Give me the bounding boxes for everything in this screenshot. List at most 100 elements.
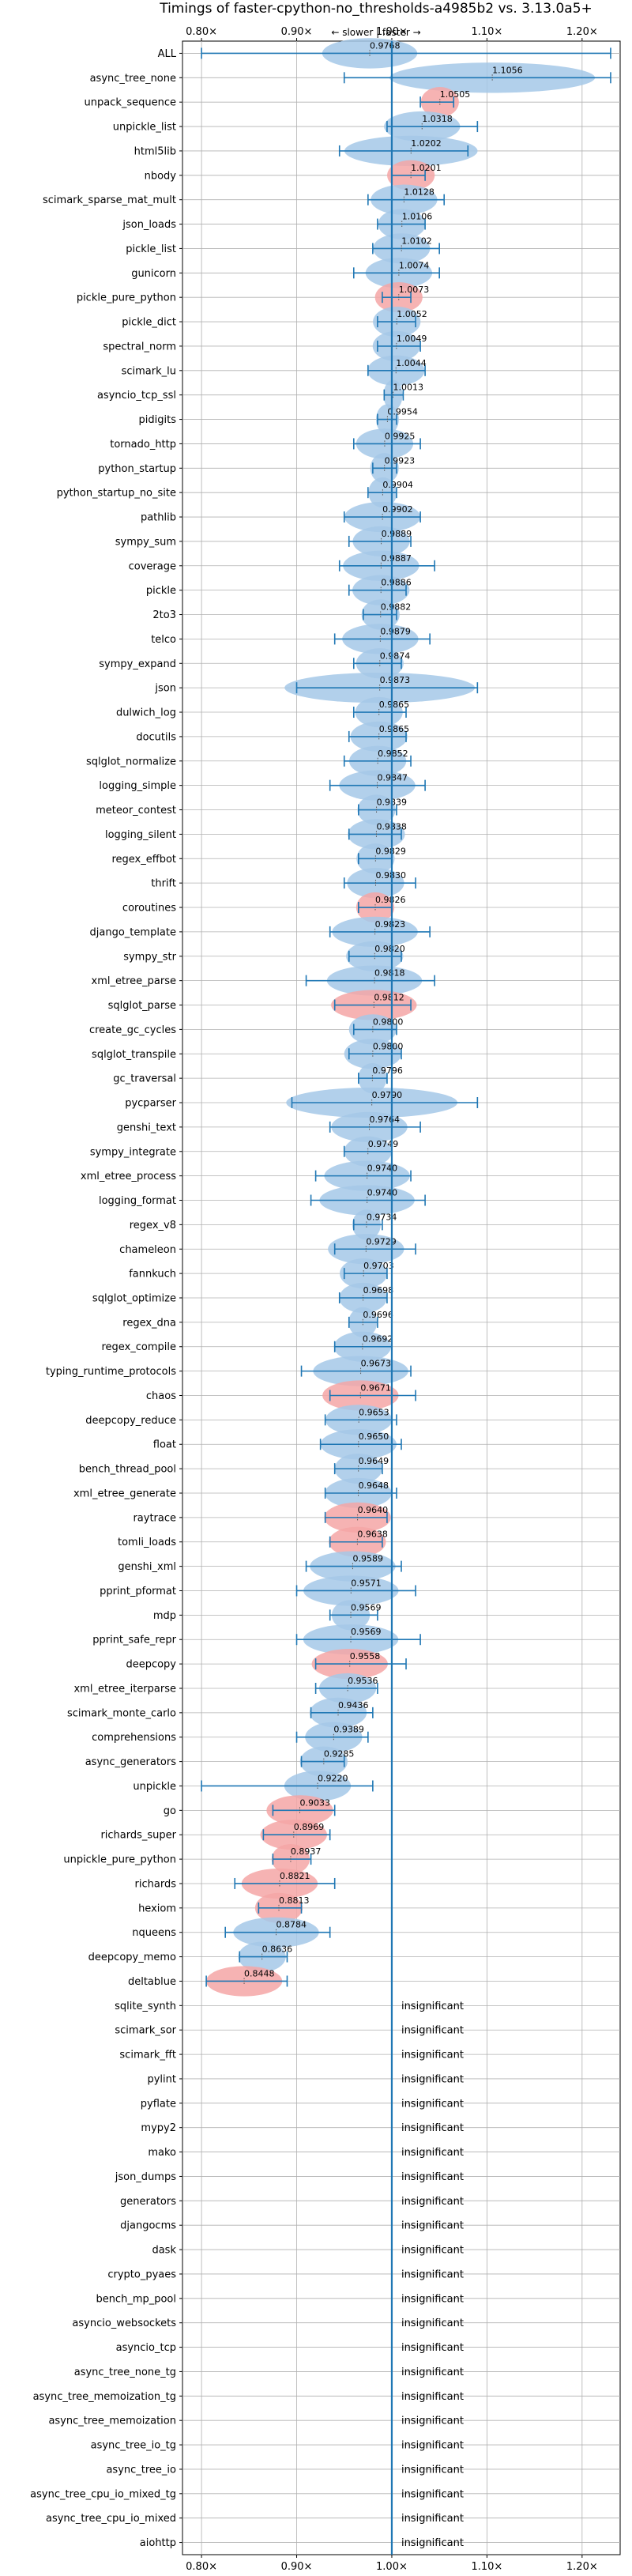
y-tick-label: mako [148,2147,176,2159]
y-tick-label: json_dumps [115,2171,176,2183]
y-tick-label: nbody [145,170,177,182]
y-tick-label: richards_super [100,1830,176,1842]
insignificant-label: insignificant [401,2269,464,2280]
y-tick-label: sqlglot_normalize [86,756,176,768]
data-label: 0.9886 [381,578,411,588]
data-label: 0.9887 [381,553,412,564]
data-label: 0.9389 [333,1725,364,1735]
y-tick-label: mdp [153,1610,176,1622]
y-tick-label: regex_v8 [130,1220,176,1231]
x-tick-label-top: 1.00× [376,26,408,38]
y-tick-label: aiohttp [140,2537,176,2549]
data-label: 0.9830 [375,870,406,881]
insignificant-label: insignificant [401,2440,464,2452]
y-tick-label: asyncio_websockets [72,2318,176,2329]
y-tick-label: pidigits [139,414,177,426]
insignificant-label: insignificant [401,2342,464,2354]
y-tick-label: deltablue [128,1976,176,1988]
data-label: 1.0202 [411,138,442,149]
data-label: 0.9569 [351,1602,382,1612]
y-tick-label: pickle_dict [122,317,176,329]
data-label: 0.9536 [348,1676,378,1686]
data-label: 0.8784 [276,1920,307,1930]
y-tick-label: pathlib [141,512,176,524]
data-label: 0.9649 [359,1456,389,1466]
data-label: 0.9882 [381,602,412,613]
x-tick-label-bottom: 1.20× [566,2561,598,2573]
x-tick-label-top: 1.20× [566,26,598,38]
data-label: 0.9673 [361,1359,392,1369]
data-label: 0.8821 [280,1871,310,1881]
y-tick-label: sqlglot_optimize [92,1293,176,1305]
x-tick-label-top: 1.10× [471,26,502,38]
y-tick-label: mypy2 [141,2122,176,2134]
data-label: 0.9740 [367,1188,398,1198]
insignificant-label: insignificant [401,2416,464,2427]
x-tick-label-bottom: 1.00× [376,2561,408,2573]
data-label: 0.8969 [294,1822,325,1832]
y-tick-label: unpickle_pure_python [63,1854,176,1866]
y-tick-label: deepcopy_memo [88,1952,176,1963]
data-label: 0.9865 [379,700,410,710]
y-tick-label: thrift [151,878,176,890]
data-label: 0.9734 [367,1212,397,1222]
data-label: 0.9874 [380,651,411,661]
data-label: 0.9796 [372,1065,403,1076]
y-tick-label: unpack_sequence [84,97,176,109]
data-label: 0.9829 [375,846,406,856]
y-tick-label: pprint_safe_repr [92,1635,176,1646]
y-tick-label: xml_etree_generate [73,1488,176,1499]
data-label: 1.0102 [401,236,431,246]
y-tick-label: xml_etree_iterparse [73,1683,176,1695]
data-label: 1.0106 [402,212,433,222]
y-tick-label: richards [135,1878,177,1890]
insignificant-label: insignificant [401,2488,464,2500]
data-label: 0.8813 [279,1895,310,1906]
data-label: 0.9703 [363,1261,394,1271]
data-label: 0.9764 [370,1115,401,1125]
insignificant-label: insignificant [401,2245,464,2257]
y-tick-label: scimark_sor [115,2025,176,2037]
y-tick-label: nqueens [132,1927,176,1939]
chart-title: Timings of faster-cpython-no_thresholds-… [159,1,592,17]
data-label: 0.9852 [378,749,408,759]
insignificant-label: insignificant [401,2001,464,2012]
data-label: 0.9904 [382,480,413,490]
y-tick-label: async_tree_io_tg [91,2440,176,2452]
y-tick-label: pprint_pformat [100,1586,176,1597]
y-tick-label: sympy_integrate [90,1146,176,1158]
data-label: 1.0074 [399,260,429,270]
data-label: 0.9740 [367,1164,398,1174]
data-label: 0.9818 [374,968,404,979]
data-label: 0.9823 [375,919,405,930]
y-tick-label: asyncio_tcp [116,2342,176,2354]
insignificant-label: insignificant [401,2171,464,2183]
data-label: 1.0505 [440,89,471,100]
y-tick-label: xml_etree_process [81,1171,176,1182]
data-label: 0.9640 [358,1505,389,1515]
y-tick-label: django_template [90,926,176,938]
y-tick-label: regex_effbot [111,854,176,866]
y-tick-label: gc_traversal [113,1073,176,1085]
insignificant-label: insignificant [401,2537,464,2549]
y-tick-label: async_tree_memoization_tg [33,2391,176,2403]
data-label: 0.9800 [373,1016,404,1027]
data-label: 0.9558 [350,1651,381,1661]
insignificant-label: insignificant [401,2050,464,2061]
x-tick-label-bottom: 0.90× [281,2561,313,2573]
insignificant-label: insignificant [401,2293,464,2305]
y-tick-label: comprehensions [92,1732,176,1744]
data-label: 0.9220 [318,1773,348,1783]
data-label: 0.9902 [382,504,413,515]
insignificant-label: insignificant [401,2367,464,2378]
x-tick-label-bottom: 0.80× [186,2561,217,2573]
y-tick-label: pycparser [125,1098,176,1110]
y-tick-label: unpickle_list [113,122,176,134]
y-tick-label: regex_compile [101,1341,176,1353]
y-tick-label: async_tree_cpu_io_mixed_tg [30,2488,176,2500]
y-tick-label: chaos [146,1390,176,1402]
data-label: 0.8937 [291,1846,322,1857]
y-tick-label: dulwich_log [116,707,176,719]
data-label: 1.0201 [411,163,442,173]
